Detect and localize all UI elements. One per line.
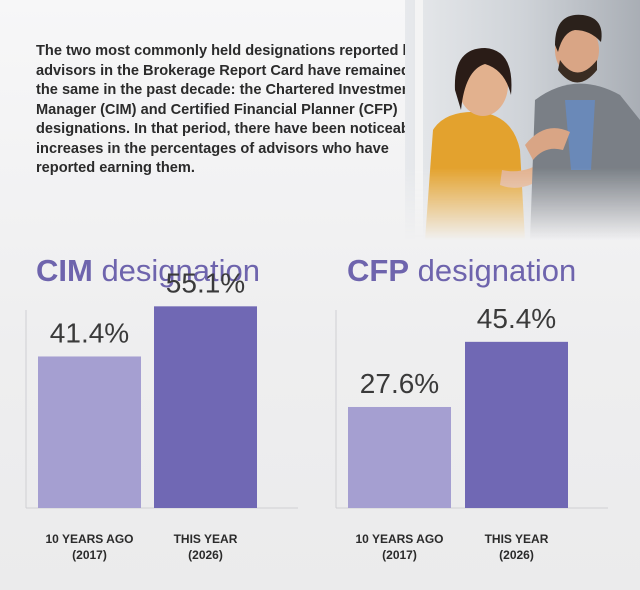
cfp-bar-chart: 27.6% 10 YEARS AGO (2017) 45.4% THIS YEAR (20… xyxy=(335,303,608,562)
cim-title-abbr: CIM xyxy=(36,253,93,288)
cim-bar-chart: 41.4% 10 YEARS AGO (2017) 55.1% THIS YEAR (20… xyxy=(25,267,298,562)
cfp-value-label-2: 45.4% xyxy=(477,303,556,334)
cim-bar-2 xyxy=(154,306,257,508)
cim-category-label-1-line-1: 10 YEARS AGO xyxy=(45,532,133,546)
cim-chart-title: CIM designation xyxy=(36,251,260,291)
cim-value-label-2: 55.1% xyxy=(166,267,245,298)
cim-bar-1 xyxy=(38,356,141,508)
cfp-title-abbr: CFP xyxy=(347,253,409,288)
cfp-category-label-1-line-2: (2017) xyxy=(382,548,417,562)
cfp-category-label-1-line-1: 10 YEARS AGO xyxy=(355,532,443,546)
cfp-category-label-2-line-1: THIS YEAR xyxy=(485,532,549,546)
cim-value-label-1: 41.4% xyxy=(50,317,129,348)
cfp-bar-1 xyxy=(348,406,451,508)
intro-paragraph: The two most commonly held designations … xyxy=(36,43,423,176)
cfp-title-rest: designation xyxy=(409,253,577,288)
cim-category-label-2-line-1: THIS YEAR xyxy=(174,532,238,546)
advisors-photo xyxy=(405,0,640,240)
cim-title-rest: designation xyxy=(92,253,261,288)
cfp-value-label-1: 27.6% xyxy=(360,368,439,399)
cim-category-label-2-line-2: (2026) xyxy=(188,548,223,562)
cfp-chart-title: CFP designation xyxy=(347,251,576,291)
cim-category-label-1-line-2: (2017) xyxy=(72,548,107,562)
cfp-category-label-2-line-2: (2026) xyxy=(499,548,534,562)
cfp-bar-2 xyxy=(465,341,568,508)
